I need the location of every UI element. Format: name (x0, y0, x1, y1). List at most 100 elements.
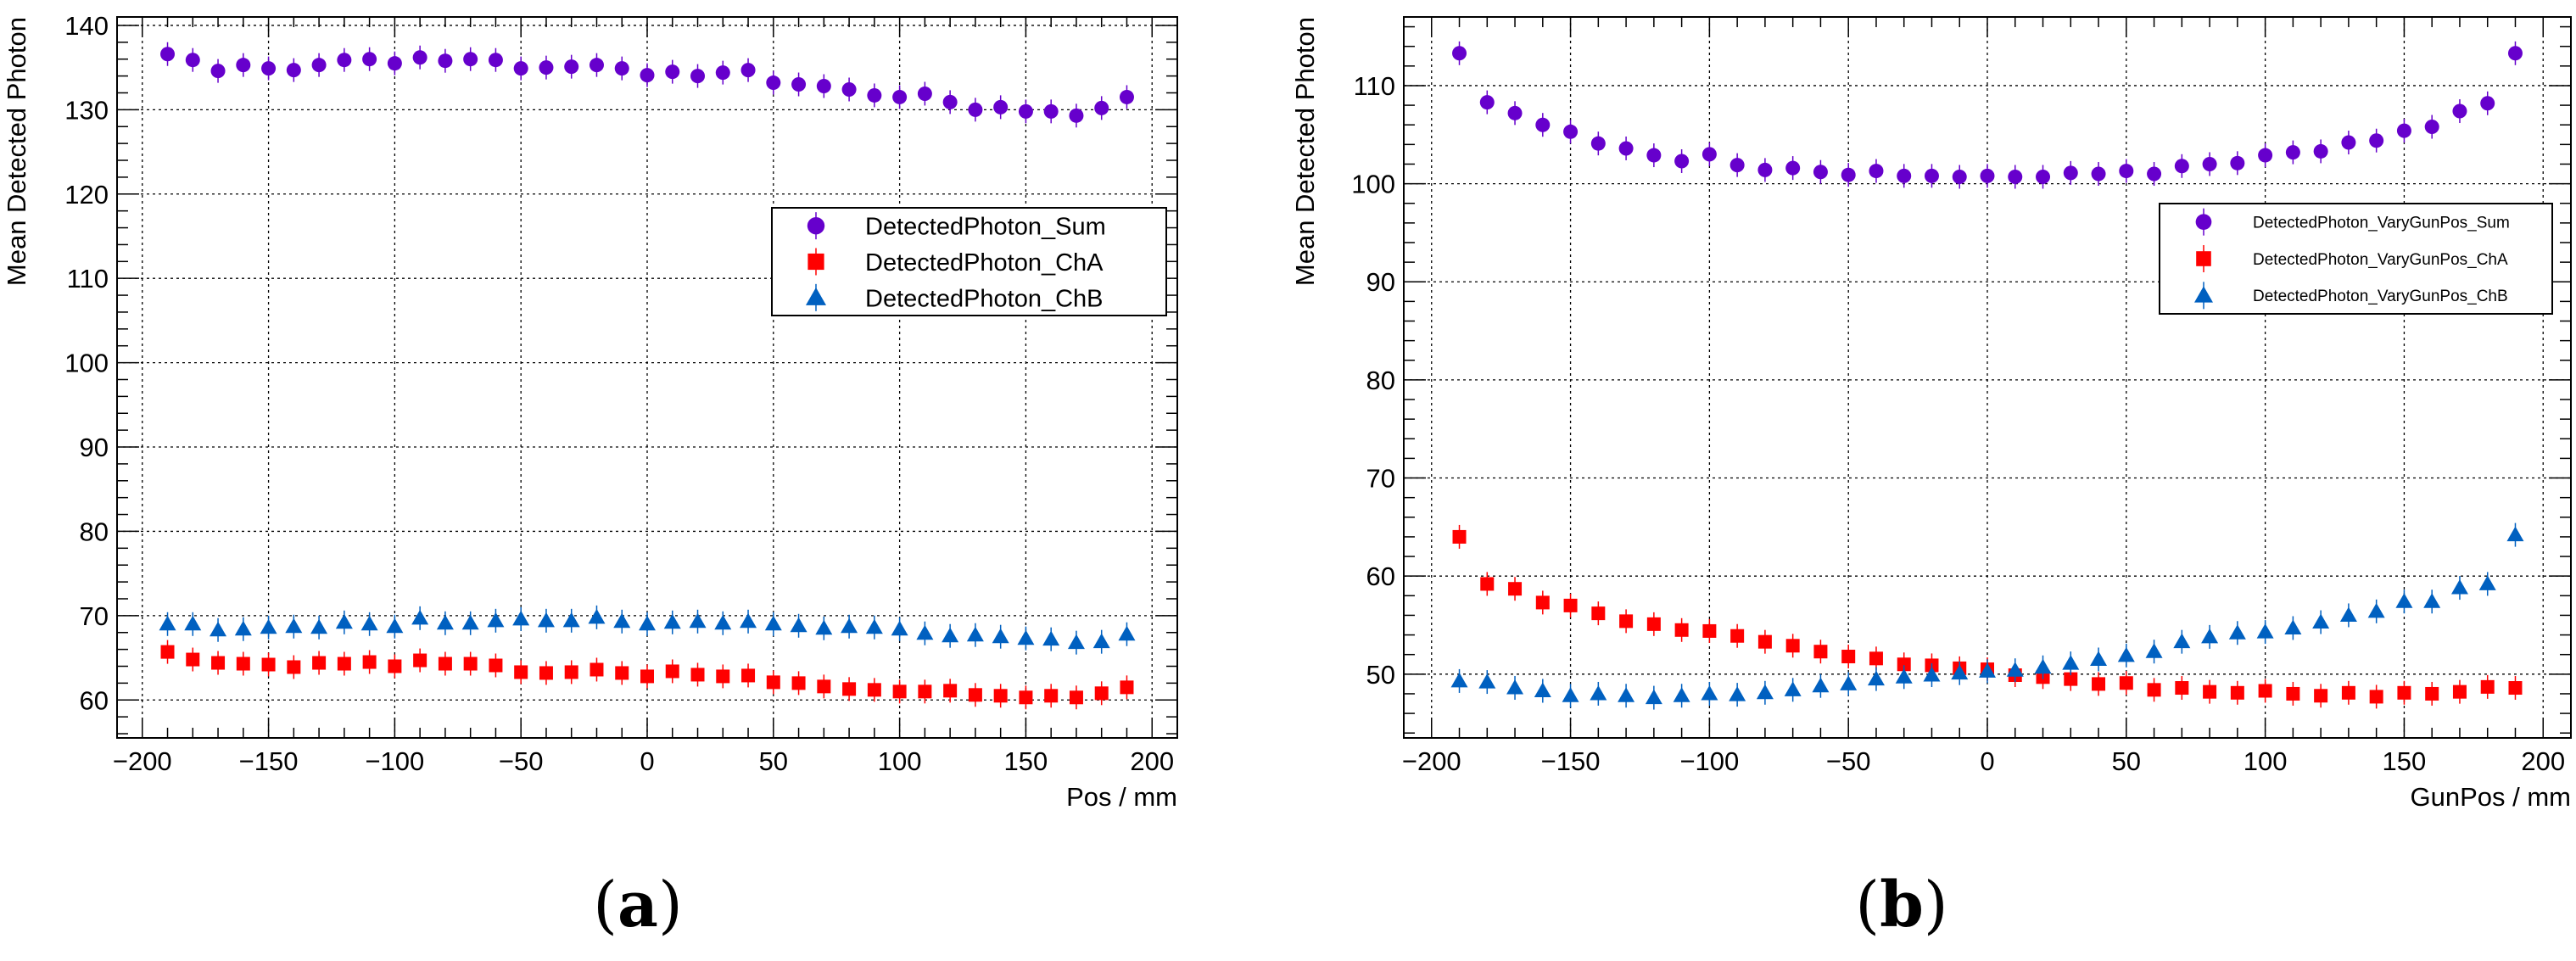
chart-a-point-square (690, 668, 705, 682)
chart-b-point-triangle (1979, 662, 1996, 678)
chart-b-point-circle (2452, 103, 2467, 119)
chart-b-point-square (2092, 677, 2106, 691)
chart-b-point-triangle (1478, 673, 1496, 689)
chart-a-point-triangle (562, 612, 580, 628)
chart-a-point-triangle (210, 621, 227, 637)
chart-b-point-triangle (2395, 593, 2413, 608)
chart-b-point-triangle (2173, 633, 2191, 649)
chart-a-series-triangle (159, 605, 1136, 655)
chart-b-point-circle (1757, 162, 1773, 177)
chart-a-point-triangle (841, 617, 858, 634)
chart-b-point-circle (2008, 170, 2023, 185)
chart-a-point-circle (1043, 103, 1059, 119)
chart-b-svg: −200 −150 −100 −50 0 50 100 150 200 50 60 70 80 90 100… (1290, 16, 2572, 812)
chart-b-point-circle (2507, 46, 2523, 61)
chart-b-point-square (1702, 623, 1717, 638)
chart-a-point-circle (816, 79, 831, 94)
chart-b-point-triangle (1618, 687, 1635, 702)
chart-b-point-square (2147, 683, 2161, 697)
chart-b-point-triangle (2339, 606, 2357, 622)
chart-a-point-circle (942, 94, 958, 109)
chart-b-ylabel: Mean Detected Photon (1290, 17, 1320, 286)
chart-b-point-square (2175, 681, 2189, 696)
chart-a-point-square (918, 684, 932, 699)
chart-a-point-square (1094, 686, 1109, 701)
chart-a-point-circle (917, 86, 932, 101)
panel-a: −200 −150 −100 −50 0 50 100 150 200 60 70 80 90 100 11… (2, 11, 1178, 936)
chart-b-point-triangle (2201, 628, 2219, 644)
chart-a-point-circle (766, 75, 781, 91)
chart-b-point-triangle (2145, 643, 2163, 658)
chart-a-point-circle (1094, 100, 1109, 115)
chart-b-point-circle (1702, 147, 1717, 162)
chart-a-point-square (514, 665, 528, 679)
chart-a-point-circle (715, 65, 730, 81)
chart-b-point-square (2286, 686, 2300, 701)
chart-b-point-triangle (1867, 670, 1885, 686)
chart-a-point-triangle (588, 608, 606, 624)
chart-b-xtick-label: −200 (1402, 746, 1461, 776)
chart-a-point-square (741, 668, 756, 683)
chart-a-point-triangle (386, 617, 404, 634)
chart-b-point-square (1757, 634, 1772, 649)
chart-b-point-triangle (2117, 646, 2135, 662)
chart-b-point-square (1563, 598, 1578, 612)
chart-b-xtick-label: 150 (2383, 746, 2427, 776)
chart-b-point-square (2369, 690, 2383, 704)
chart-b-point-square (1591, 606, 1606, 621)
chart-b-point-circle (2258, 148, 2273, 163)
chart-b-point-circle (1646, 148, 1662, 163)
chart-a-point-square (438, 656, 452, 671)
chart-b-point-triangle (2228, 624, 2246, 640)
chart-b-point-triangle (1729, 686, 1746, 701)
chart-b-series-triangle (1450, 522, 2524, 710)
chart-b-point-circle (2396, 123, 2411, 138)
chart-b-point-triangle (1673, 687, 1690, 702)
chart-b-xlabel: GunPos / mm (2411, 782, 2572, 812)
chart-b-point-triangle (1701, 684, 1718, 701)
chart-b-legend-marker-circle (2195, 214, 2212, 231)
chart-a-legend-marker-square (807, 253, 824, 271)
chart-a-point-square (590, 662, 604, 677)
chart-a-point-circle (261, 61, 277, 76)
chart-a-ytick-label: 80 (80, 517, 109, 546)
chart-a-point-square (842, 682, 857, 696)
chart-b-point-square (1869, 651, 1883, 666)
chart-a-ticks (116, 17, 1178, 738)
chart-a-point-circle (993, 99, 1009, 115)
chart-a-point-triangle (1042, 630, 1060, 646)
chart-a-point-square (413, 653, 427, 668)
chart-a-ytick-label: 130 (64, 95, 109, 125)
chart-a-point-square (1069, 690, 1083, 705)
chart-b-ytick-label: 60 (1366, 562, 1395, 591)
chart-b-point-circle (1980, 168, 1995, 183)
chart-b-point-circle (1590, 136, 1606, 151)
chart-a-point-square (867, 683, 881, 697)
chart-a-point-circle (690, 69, 706, 84)
chart-a-point-square (362, 655, 377, 669)
chart-a-point-square (615, 666, 629, 680)
chart-b-point-circle (1952, 170, 1967, 185)
chart-b-point-triangle (1534, 682, 1551, 697)
chart-a-point-square (640, 669, 654, 684)
chart-a-point-circle (160, 47, 176, 62)
chart-b-point-circle (1507, 105, 1523, 120)
chart-b-point-triangle (1784, 681, 1802, 696)
chart-b-legend: DetectedPhoton_VaryGunPos_Sum DetectedPho… (2159, 203, 2553, 315)
chart-a-point-triangle (436, 614, 454, 630)
chart-b-xtick-label: 0 (1980, 746, 1994, 776)
chart-b-point-circle (2341, 135, 2356, 150)
chart-b-point-circle (1729, 158, 1745, 173)
chart-a-point-triangle (916, 624, 934, 640)
chart-a-legend-label: DetectedPhoton_ChA (865, 249, 1104, 277)
chart-a-point-triangle (740, 612, 757, 629)
chart-a-xtick-label: −150 (239, 746, 299, 776)
chart-a-point-triangle (260, 618, 277, 634)
chart-a-point-circle (1069, 108, 1084, 123)
chart-a-point-square (388, 659, 402, 673)
chart-b-xtick-label: −150 (1541, 746, 1601, 776)
chart-a-point-circle (337, 53, 352, 68)
chart-a-point-square (489, 658, 503, 673)
chart-a-point-circle (412, 50, 427, 65)
chart-a-legend-marker-circle (807, 216, 825, 235)
